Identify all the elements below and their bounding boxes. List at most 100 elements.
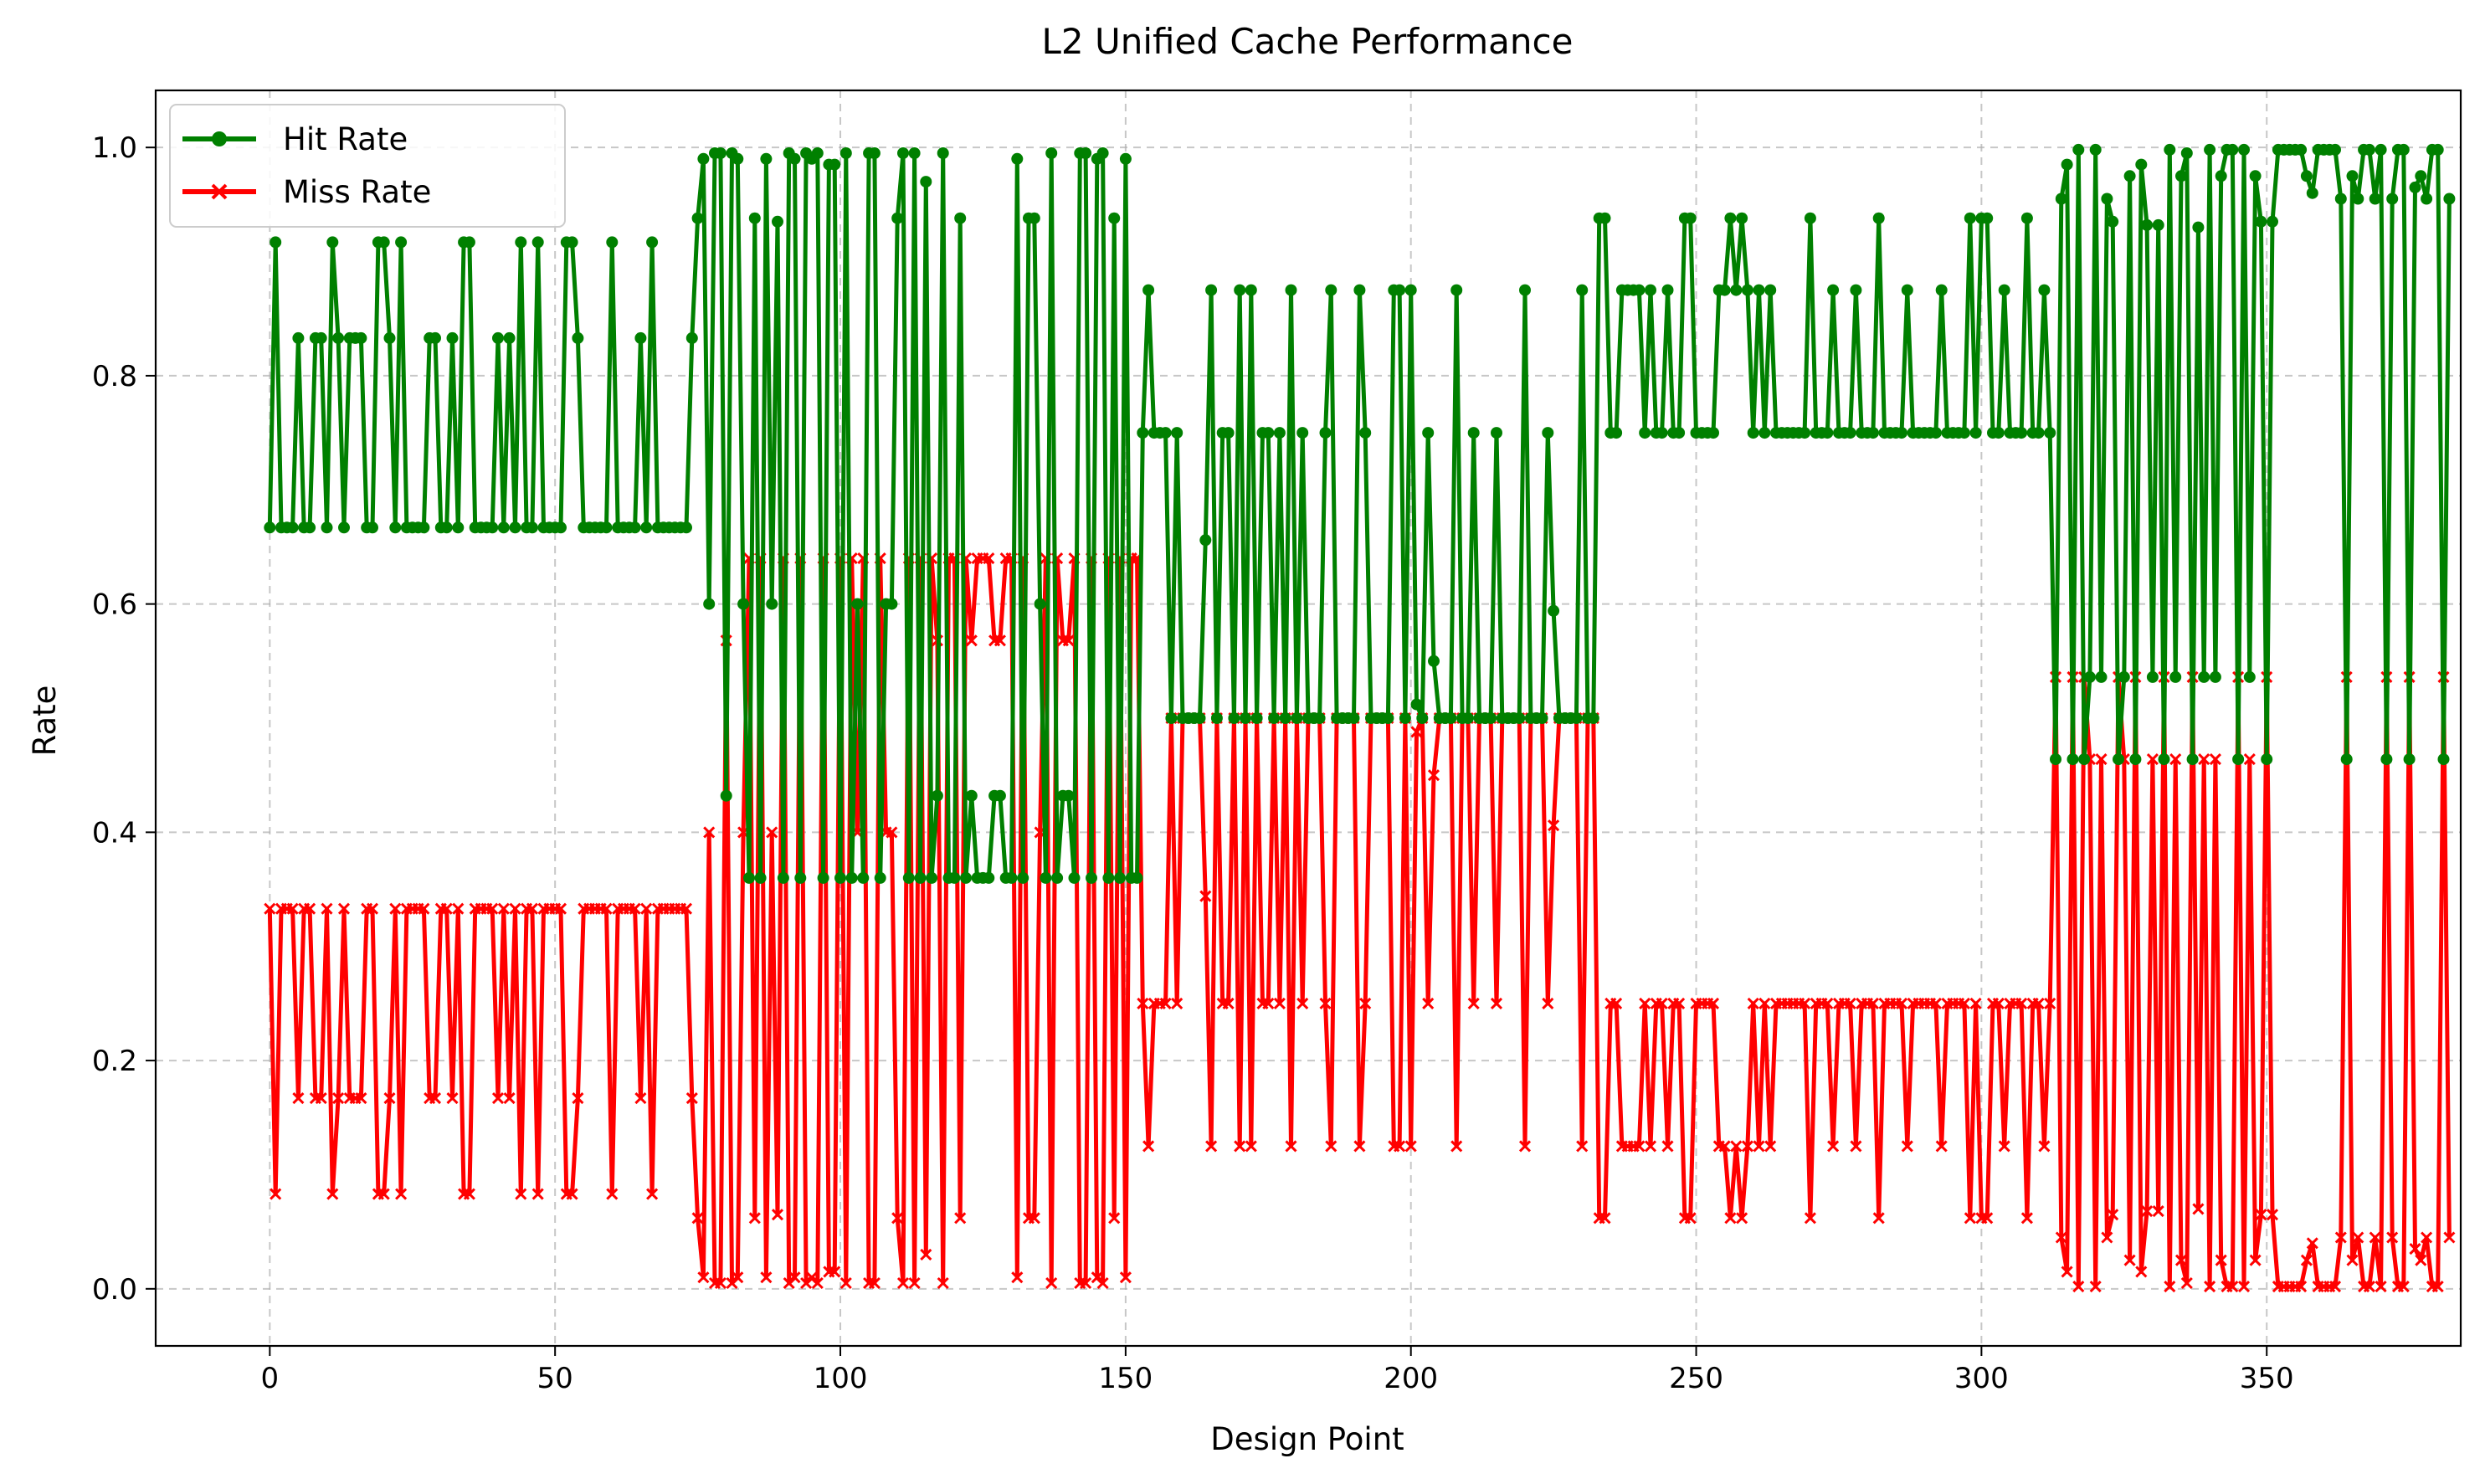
data-point <box>1194 712 1206 724</box>
data-point <box>2421 193 2433 205</box>
data-point <box>418 521 430 534</box>
data-point <box>2375 1281 2387 1293</box>
data-point <box>1633 1140 1646 1153</box>
data-point <box>1866 427 1879 439</box>
data-point <box>429 1092 442 1105</box>
data-point <box>2295 1281 2308 1293</box>
data-point <box>526 902 538 915</box>
x-tick-label: 150 <box>1098 1362 1153 1395</box>
data-point <box>1450 1140 1463 1153</box>
data-point <box>1958 427 1970 439</box>
data-point <box>452 521 465 534</box>
data-point <box>531 1188 544 1200</box>
data-point <box>1040 871 1052 884</box>
data-point <box>1684 1212 1697 1225</box>
data-point <box>1799 997 1811 1009</box>
data-point <box>555 521 567 534</box>
data-point <box>1645 284 1656 296</box>
data-point <box>1410 726 1423 738</box>
data-point <box>2180 1276 2193 1290</box>
data-point <box>2192 221 2205 234</box>
data-point <box>2255 215 2267 228</box>
data-point <box>1262 997 1275 1009</box>
data-point <box>2209 670 2221 683</box>
data-point <box>811 147 824 159</box>
data-point <box>926 871 938 884</box>
data-point <box>1234 284 1246 296</box>
data-point <box>965 634 978 647</box>
data-point <box>2192 1203 2205 1215</box>
data-point <box>600 521 613 534</box>
data-point <box>760 1271 773 1284</box>
data-point <box>1291 712 1303 724</box>
data-point <box>315 331 327 344</box>
data-point <box>1753 1140 1765 1153</box>
data-point <box>1929 427 1942 439</box>
data-point <box>2255 1209 2267 1221</box>
data-point <box>2032 997 2045 1009</box>
data-point <box>1045 147 1058 159</box>
data-point <box>315 1092 327 1105</box>
data-point <box>2174 1254 2188 1266</box>
data-point <box>908 147 921 159</box>
data-point <box>1205 284 1218 296</box>
data-point <box>1450 284 1463 296</box>
data-point <box>2158 753 2170 766</box>
data-point <box>264 902 276 915</box>
data-point <box>1490 997 1503 1009</box>
data-point <box>1228 712 1240 724</box>
data-point <box>839 147 852 159</box>
data-point <box>1461 712 1474 724</box>
data-point <box>1992 427 2005 439</box>
data-point <box>839 1276 852 1290</box>
data-point <box>2083 670 2096 683</box>
data-point <box>2215 1254 2227 1266</box>
y-tick-label: 0.8 <box>92 360 137 393</box>
data-point <box>640 521 653 534</box>
data-point <box>270 1188 282 1200</box>
series-layer <box>264 143 2456 1293</box>
data-point <box>685 331 698 344</box>
data-point <box>811 1276 824 1290</box>
data-point <box>1445 712 1457 724</box>
data-point <box>794 871 807 884</box>
data-point <box>1245 284 1257 296</box>
data-point <box>1428 655 1440 667</box>
data-point <box>1028 212 1040 224</box>
legend: Hit Rate Miss Rate <box>169 104 566 228</box>
y-tick-label: 0.2 <box>92 1045 137 1078</box>
data-point <box>920 1248 932 1261</box>
data-point <box>1844 997 1856 1009</box>
x-tick-label: 300 <box>1954 1362 2009 1395</box>
data-point <box>2409 1243 2421 1255</box>
data-point <box>777 871 789 884</box>
data-point <box>2135 1266 2148 1278</box>
data-point <box>1205 1140 1218 1153</box>
data-point <box>1422 997 1435 1009</box>
data-point <box>326 236 339 249</box>
data-point <box>1416 712 1429 724</box>
data-point <box>509 902 521 915</box>
data-point <box>377 236 390 249</box>
data-point <box>714 147 727 159</box>
data-point <box>2015 427 2028 439</box>
data-point <box>1159 427 1172 439</box>
series-hit-rate <box>264 143 2456 884</box>
data-point <box>829 158 841 171</box>
data-point <box>983 552 995 565</box>
data-point <box>292 1092 305 1105</box>
data-point <box>874 871 886 884</box>
data-point <box>2243 753 2256 766</box>
data-point <box>766 598 778 610</box>
data-point <box>1518 1140 1532 1153</box>
data-point <box>857 871 870 884</box>
data-point <box>1519 284 1531 296</box>
data-point <box>286 902 299 915</box>
data-point <box>891 212 904 224</box>
data-point <box>1536 712 1548 724</box>
data-point <box>389 521 402 534</box>
data-point <box>2346 1254 2359 1266</box>
data-point <box>2015 997 2028 1009</box>
data-point <box>2226 1281 2239 1293</box>
data-point <box>1542 427 1554 439</box>
